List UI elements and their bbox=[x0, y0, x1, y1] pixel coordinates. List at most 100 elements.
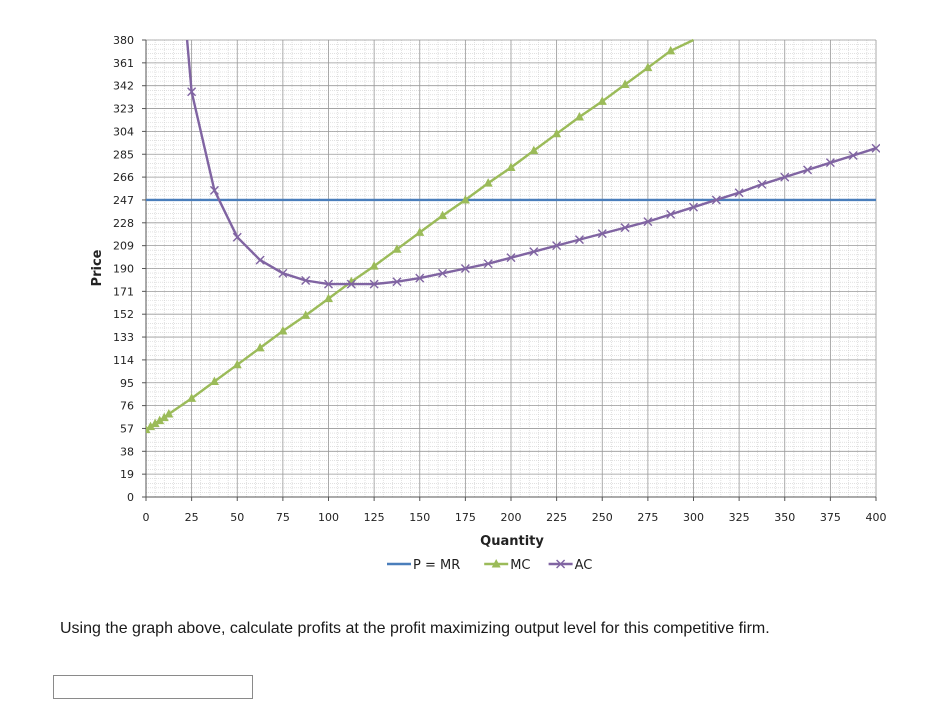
y-tick-label: 247 bbox=[113, 194, 134, 207]
ac-data-point bbox=[734, 188, 744, 198]
ac-data-point bbox=[597, 229, 607, 239]
legend-label: AC bbox=[575, 558, 593, 573]
y-axis-title: Price bbox=[90, 249, 105, 286]
mc-data-point bbox=[483, 178, 493, 187]
series-ac bbox=[185, 39, 880, 289]
mc-data-point bbox=[460, 194, 470, 204]
y-tick-label: 171 bbox=[113, 285, 134, 298]
mc-data-point bbox=[552, 128, 562, 138]
ac-data-point bbox=[556, 559, 566, 569]
ac-data-point bbox=[803, 165, 813, 175]
y-tick-label: 95 bbox=[120, 377, 134, 390]
x-tick-label: 350 bbox=[774, 511, 795, 524]
y-tick-label: 266 bbox=[113, 171, 134, 184]
x-tick-label: 25 bbox=[185, 511, 199, 524]
ac-data-point bbox=[848, 150, 858, 160]
y-tick-label: 76 bbox=[120, 400, 134, 413]
mc-data-point bbox=[415, 227, 425, 236]
question-text: Using the graph above, calculate profits… bbox=[60, 620, 770, 637]
x-tick-label: 150 bbox=[409, 511, 430, 524]
mc-data-point bbox=[232, 359, 242, 369]
y-tick-label: 323 bbox=[113, 103, 134, 116]
mc-data-point bbox=[438, 210, 448, 220]
mc-data-point bbox=[666, 45, 676, 55]
mc-data-point bbox=[164, 409, 174, 418]
x-tick-labels: 0 25 50 75 100 125 150 175 200 225 250 275 300 325 350… bbox=[143, 497, 887, 524]
x-axis-title: Quantity bbox=[480, 534, 544, 549]
ac-data-point bbox=[232, 232, 242, 242]
mc-data-point bbox=[620, 79, 630, 88]
ac-data-point bbox=[415, 273, 425, 283]
x-tick-label: 125 bbox=[364, 511, 385, 524]
ac-data-point bbox=[278, 268, 288, 278]
ac-data-point bbox=[552, 241, 562, 251]
legend-label: P = MR bbox=[413, 558, 460, 573]
mc-data-point bbox=[187, 393, 197, 402]
y-tick-label: 190 bbox=[113, 263, 134, 276]
answer-input[interactable] bbox=[53, 675, 253, 699]
chart-legend: P = MR MC AC bbox=[387, 558, 592, 573]
mc-data-point bbox=[643, 62, 653, 72]
legend-item: P = MR bbox=[387, 558, 460, 573]
chart-grid bbox=[145, 39, 877, 498]
x-tick-label: 300 bbox=[683, 511, 704, 524]
y-tick-label: 304 bbox=[113, 125, 134, 138]
y-tick-label: 0 bbox=[127, 491, 134, 504]
y-tick-label: 228 bbox=[113, 217, 134, 230]
mc-data-point bbox=[506, 162, 516, 171]
ac-data-point bbox=[209, 185, 219, 195]
ac-data-point bbox=[871, 143, 880, 153]
ac-data-point bbox=[460, 264, 470, 273]
y-tick-label: 133 bbox=[113, 331, 134, 344]
ac-data-point bbox=[369, 279, 379, 289]
y-tick-label: 19 bbox=[120, 468, 134, 481]
ac-data-point bbox=[255, 255, 265, 265]
mc-data-point bbox=[155, 415, 165, 425]
ac-data-point bbox=[187, 87, 197, 97]
ac-data-point bbox=[301, 276, 311, 286]
series-line bbox=[185, 39, 877, 286]
x-tick-label: 75 bbox=[276, 511, 290, 524]
mc-data-point bbox=[529, 145, 539, 155]
x-tick-label: 400 bbox=[866, 511, 887, 524]
ac-data-point bbox=[666, 209, 676, 219]
ac-data-point bbox=[620, 223, 630, 233]
ac-data-point bbox=[529, 247, 539, 257]
ac-data-point bbox=[438, 268, 448, 278]
mc-data-point bbox=[301, 310, 311, 319]
mc-data-point bbox=[278, 326, 288, 335]
mc-data-point bbox=[146, 421, 156, 431]
y-tick-label: 361 bbox=[113, 57, 134, 70]
legend-item: MC bbox=[484, 558, 530, 573]
x-tick-label: 275 bbox=[637, 511, 658, 524]
chart-series bbox=[146, 38, 880, 434]
mc-data-point bbox=[150, 418, 160, 428]
y-tick-label: 380 bbox=[113, 34, 134, 47]
x-tick-label: 225 bbox=[546, 511, 567, 524]
y-tick-label: 114 bbox=[113, 354, 134, 367]
x-tick-label: 250 bbox=[592, 511, 613, 524]
x-tick-label: 200 bbox=[501, 511, 522, 524]
ac-data-point bbox=[506, 253, 516, 263]
ac-data-point bbox=[711, 195, 721, 205]
mc-data-point bbox=[491, 559, 501, 568]
y-tick-label: 57 bbox=[120, 422, 134, 435]
ac-data-point bbox=[346, 279, 356, 289]
ac-data-point bbox=[643, 217, 653, 227]
mc-data-point bbox=[392, 244, 402, 253]
x-tick-label: 100 bbox=[318, 511, 339, 524]
ac-data-point bbox=[825, 158, 835, 168]
ac-data-point bbox=[689, 202, 698, 212]
ac-data-point bbox=[757, 179, 767, 189]
y-tick-label: 38 bbox=[120, 445, 134, 458]
ac-data-point bbox=[574, 235, 584, 245]
ac-data-point bbox=[324, 279, 333, 289]
x-tick-label: 0 bbox=[143, 511, 150, 524]
ac-data-point bbox=[483, 259, 493, 269]
mc-data-point bbox=[574, 111, 584, 121]
mc-data-point bbox=[597, 96, 607, 105]
x-tick-label: 375 bbox=[820, 511, 841, 524]
x-tick-label: 175 bbox=[455, 511, 476, 524]
mc-data-point bbox=[159, 412, 169, 422]
chart: 0 19 38 57 76 95 114 133 152 171 190 209 228 247 266 28… bbox=[90, 34, 887, 573]
